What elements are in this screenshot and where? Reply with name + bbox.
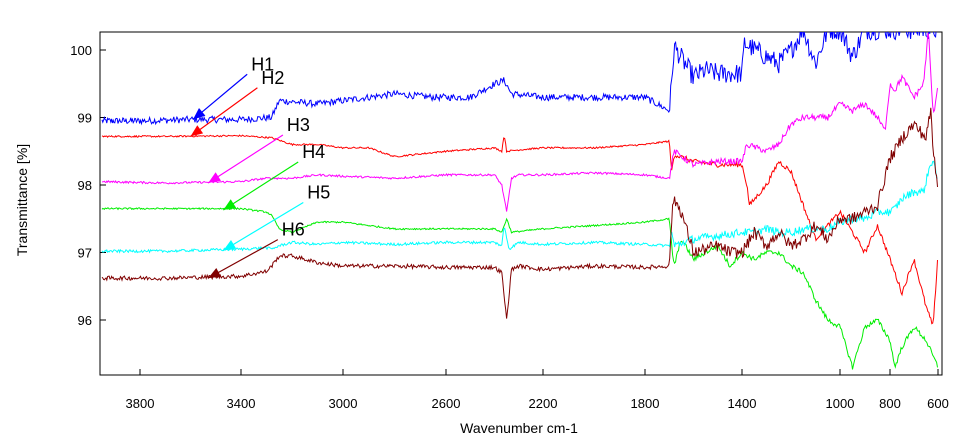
y-tick-label: 98 xyxy=(78,178,92,193)
x-tick-label: 3000 xyxy=(329,396,358,411)
plot-frame xyxy=(99,31,943,376)
x-tick-label: 600 xyxy=(927,396,949,411)
annotation-label-h1: H1 xyxy=(251,54,274,74)
series-line-h3 xyxy=(102,32,938,212)
series-line-h4 xyxy=(101,207,938,370)
annotation-arrowhead-h5 xyxy=(223,240,237,251)
x-tick-label: 2200 xyxy=(529,396,558,411)
y-axis-title: Transmittance [%] xyxy=(14,144,30,256)
y-tick-label: 100 xyxy=(70,43,92,58)
x-tick-label: 1800 xyxy=(631,396,660,411)
annotation-arrowhead-h2 xyxy=(190,125,204,137)
annotation-label-h6: H6 xyxy=(282,220,305,240)
x-tick-label: 3400 xyxy=(227,396,256,411)
annotation-label-h3: H3 xyxy=(287,115,310,135)
x-tick-label: 1000 xyxy=(826,396,855,411)
annotation-arrow-h4 xyxy=(223,161,299,211)
axes: 3800 3400 3000 2600 2200 1800 1400 1000 800 600 96… xyxy=(70,31,949,411)
series-line-h1 xyxy=(101,32,937,126)
y-tick-label: 97 xyxy=(78,246,92,261)
x-tick-label: 1400 xyxy=(728,396,757,411)
annotation-arrow-h5 xyxy=(223,201,304,251)
annotation-arrowhead-h3 xyxy=(208,172,221,183)
annotation-arrow-h3 xyxy=(207,134,284,184)
annotation-arrowhead-h4 xyxy=(223,199,237,210)
annotation-label-h2: H2 xyxy=(261,68,284,88)
y-tick-label: 99 xyxy=(78,111,92,126)
x-axis-title: Wavenumber cm-1 xyxy=(460,420,578,436)
x-tick-label: 800 xyxy=(879,396,901,411)
annotation-arrowhead-h1 xyxy=(193,108,206,120)
annotation-label-h4: H4 xyxy=(302,142,325,162)
series-line-h5 xyxy=(101,160,938,254)
series-line-h6 xyxy=(101,107,938,319)
annotation-arrow-h2 xyxy=(190,87,258,137)
series-line-h2 xyxy=(101,134,938,325)
annotation-label-h5: H5 xyxy=(307,183,330,203)
annotation-arrowhead-h6 xyxy=(208,268,222,279)
x-tick-label: 2600 xyxy=(432,396,461,411)
x-tick-label: 3800 xyxy=(126,396,155,411)
y-tick-label: 96 xyxy=(78,313,92,328)
series-lines xyxy=(101,32,938,370)
annotation-arrow-h6 xyxy=(207,239,279,279)
